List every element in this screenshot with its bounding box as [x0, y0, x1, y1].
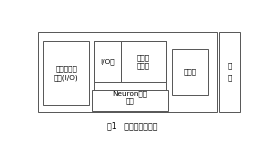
Bar	[38, 32, 217, 112]
Text: 网

络: 网 络	[227, 63, 232, 81]
Bar	[219, 32, 240, 112]
Bar	[94, 41, 121, 82]
Text: 网络通
信端口: 网络通 信端口	[137, 54, 150, 69]
Bar	[94, 41, 166, 105]
Text: 收发器: 收发器	[184, 69, 197, 75]
Bar	[172, 49, 209, 95]
Text: I/O口: I/O口	[100, 58, 115, 65]
Bar	[121, 41, 166, 82]
Text: Neuron芯片: Neuron芯片	[112, 90, 147, 97]
Text: 图1   典型节点方框图: 图1 典型节点方框图	[107, 121, 157, 130]
Bar	[43, 41, 89, 105]
Bar	[92, 90, 168, 111]
Text: 电源: 电源	[125, 97, 134, 104]
Text: 传感和控制
设备(I/O): 传感和控制 设备(I/O)	[54, 65, 78, 81]
